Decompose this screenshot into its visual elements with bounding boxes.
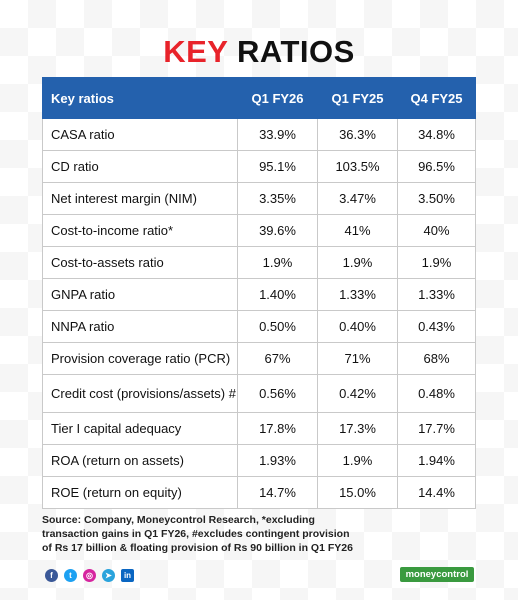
table-cell: 0.48%	[397, 374, 476, 413]
table-cell: 1.93%	[237, 444, 318, 477]
table-body: CASA ratio 33.9% 36.3% 34.8% CD ratio 95.1% 10…	[42, 118, 476, 509]
source-line: transaction gains in Q1 FY26, #excludes …	[42, 528, 350, 540]
table-cell: 3.50%	[397, 182, 476, 215]
table-cell: 1.40%	[237, 278, 318, 311]
table-row: Credit cost (provisions/assets) #0.56% 0.…	[42, 374, 476, 413]
table-row: ROE (return on equity) 14.7% 15.0% 14.4%	[42, 476, 476, 509]
table-row: Tier I capital adequacy 17.8% 17.3% 17.7%	[42, 412, 476, 445]
table-cell: 0.42%	[317, 374, 398, 413]
table-cell: 41%	[317, 214, 398, 247]
table-row: GNPA ratio 1.40% 1.33% 1.33%	[42, 278, 476, 311]
telegram-icon[interactable]: ➤	[102, 569, 115, 582]
table-row: Cost-to-assets ratio 1.9% 1.9% 1.9%	[42, 246, 476, 279]
table-cell: 17.7%	[397, 412, 476, 445]
table-cell: 68%	[397, 342, 476, 375]
row-label: ROE (return on equity)	[42, 476, 238, 509]
table-row: Net interest margin (NIM) 3.35% 3.47% 3.50%	[42, 182, 476, 215]
table-row: NNPA ratio 0.50% 0.40% 0.43%	[42, 310, 476, 343]
table-cell: 3.35%	[237, 182, 318, 215]
table-cell: 71%	[317, 342, 398, 375]
table-cell: 33.9%	[237, 118, 318, 151]
table-cell: 1.9%	[317, 444, 398, 477]
column-header: Q4 FY25	[397, 77, 476, 119]
moneycontrol-logo: moneycontrol	[400, 567, 474, 582]
source-line: Source: Company, Moneycontrol Research, …	[42, 514, 315, 526]
row-label: Net interest margin (NIM)	[42, 182, 238, 215]
table-cell: 3.47%	[317, 182, 398, 215]
table-cell: 1.9%	[397, 246, 476, 279]
column-header: Key ratios	[42, 77, 238, 119]
table-cell: 103.5%	[317, 150, 398, 183]
row-label: Credit cost (provisions/assets) #	[42, 374, 238, 413]
table-row: ROA (return on assets) 1.93% 1.9% 1.94%	[42, 444, 476, 477]
column-header: Q1 FY25	[317, 77, 398, 119]
table-cell: 1.33%	[397, 278, 476, 311]
table-cell: 95.1%	[237, 150, 318, 183]
table-cell: 40%	[397, 214, 476, 247]
source-line: of Rs 17 billion & floating provision of…	[42, 542, 353, 554]
key-ratios-table: Key ratios Q1 FY26 Q1 FY25 Q4 FY25 CASA …	[42, 77, 476, 509]
title-ratios: RATIOS	[237, 34, 355, 69]
row-label: Cost-to-income ratio*	[42, 214, 238, 247]
linkedin-icon[interactable]: in	[121, 569, 134, 582]
row-label: Tier I capital adequacy	[42, 412, 238, 445]
row-label: GNPA ratio	[42, 278, 238, 311]
table-cell: 0.43%	[397, 310, 476, 343]
title-key: KEY	[163, 34, 228, 69]
row-label: Provision coverage ratio (PCR)	[42, 342, 238, 375]
column-header: Q1 FY26	[237, 77, 318, 119]
row-label: NNPA ratio	[42, 310, 238, 343]
table-cell: 0.50%	[237, 310, 318, 343]
table-header-row: Key ratios Q1 FY26 Q1 FY25 Q4 FY25	[42, 77, 476, 119]
table-cell: 15.0%	[317, 476, 398, 509]
table-cell: 1.94%	[397, 444, 476, 477]
table-cell: 14.7%	[237, 476, 318, 509]
table-row: Cost-to-income ratio* 39.6% 41% 40%	[42, 214, 476, 247]
table-cell: 14.4%	[397, 476, 476, 509]
table-row: CD ratio 95.1% 103.5% 96.5%	[42, 150, 476, 183]
table-cell: 67%	[237, 342, 318, 375]
instagram-icon[interactable]: ◎	[83, 569, 96, 582]
facebook-icon[interactable]: f	[45, 569, 58, 582]
table-cell: 36.3%	[317, 118, 398, 151]
row-label: Cost-to-assets ratio	[42, 246, 238, 279]
table-cell: 17.8%	[237, 412, 318, 445]
table-cell: 0.40%	[317, 310, 398, 343]
table-cell: 1.33%	[317, 278, 398, 311]
twitter-icon[interactable]: t	[64, 569, 77, 582]
table-cell: 39.6%	[237, 214, 318, 247]
table-cell: 1.9%	[317, 246, 398, 279]
page-title: KEY RATIOS	[0, 34, 518, 70]
table-cell: 0.56%	[237, 374, 318, 413]
table-cell: 34.8%	[397, 118, 476, 151]
table-cell: 17.3%	[317, 412, 398, 445]
row-label: CASA ratio	[42, 118, 238, 151]
social-icons: f t ◎ ➤ in	[45, 569, 134, 582]
table-cell: 1.9%	[237, 246, 318, 279]
row-label: ROA (return on assets)	[42, 444, 238, 477]
table-row: CASA ratio 33.9% 36.3% 34.8%	[42, 118, 476, 151]
row-label: CD ratio	[42, 150, 238, 183]
table-row: Provision coverage ratio (PCR) 67% 71% 68%	[42, 342, 476, 375]
source-note: Source: Company, Moneycontrol Research, …	[42, 513, 482, 555]
table-cell: 96.5%	[397, 150, 476, 183]
